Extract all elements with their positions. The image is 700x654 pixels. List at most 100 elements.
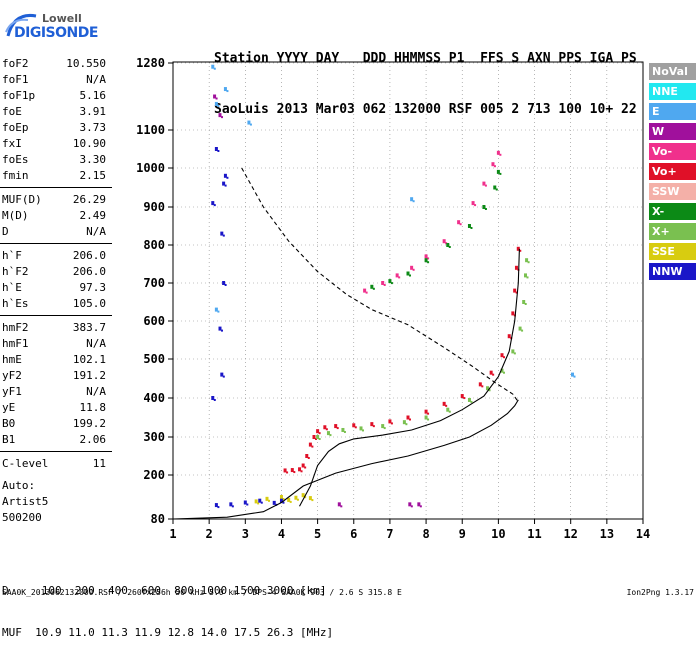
series-nnw-point: [231, 505, 234, 508]
series-x--point: [486, 386, 490, 391]
param-row: D N/A: [0, 224, 112, 240]
series-nnw-point: [222, 234, 225, 237]
series-e-point: [217, 104, 220, 107]
param-row: M(D) 2.49: [0, 208, 112, 224]
param-label: fmin: [2, 169, 29, 182]
series-nnw-point: [213, 204, 216, 207]
x-tick-label: 2: [206, 527, 213, 541]
series-profile-line: [172, 399, 519, 520]
series-x--point: [318, 438, 321, 440]
param-row: foEp 3.73: [0, 120, 112, 136]
series-x--point: [362, 429, 364, 432]
series-vo--point: [427, 412, 430, 415]
series-vo--point: [484, 184, 487, 187]
series-e-point: [211, 64, 215, 69]
series-vo--point: [363, 288, 367, 293]
param-row: foF2 10.550: [0, 56, 112, 72]
series-sse-point: [294, 495, 298, 500]
param-value: 97.3: [79, 281, 107, 294]
series-nnw-point: [218, 326, 222, 331]
series-vo--point: [515, 291, 518, 294]
param-value: N/A: [86, 337, 106, 350]
param-row: fmin 2.15: [0, 168, 112, 184]
series-vo--point: [412, 268, 415, 271]
series-vo--point: [301, 463, 305, 468]
series-x--point: [427, 418, 430, 421]
series-vo--point: [492, 373, 495, 376]
param-row: B1 2.06: [0, 432, 112, 448]
series-vo--point: [318, 432, 321, 435]
y-tick-label: 700: [143, 276, 165, 290]
x-tick-label: 7: [386, 527, 393, 541]
param-label: B1: [2, 433, 16, 446]
series-vo--point: [474, 204, 477, 207]
logo-text-lowell: Lowell: [42, 12, 82, 25]
series-x--point: [526, 276, 529, 279]
series-vo--point: [352, 423, 356, 428]
series-x--point: [446, 243, 450, 247]
param-value: 102.1: [72, 353, 106, 366]
param-label: foEs: [2, 153, 29, 166]
series-vo--point: [390, 422, 393, 425]
series-vo--point: [459, 223, 462, 226]
param-row: hmF2 383.7: [0, 320, 112, 336]
series-nnw-point: [226, 176, 229, 179]
series-vo--point: [323, 425, 327, 430]
param-label: h`F2: [2, 265, 29, 278]
series-vo--point: [493, 165, 496, 168]
series-nnw-point: [214, 503, 218, 508]
y-tick-label: 600: [143, 314, 165, 328]
polarization-legend: NoVal NNE E W Vo- Vo+ SSW X- X+ SSE NNW: [649, 63, 696, 283]
series-vo--point: [471, 201, 475, 206]
series-nnw-point: [222, 375, 225, 378]
series-x--point: [402, 420, 406, 425]
series-vo--point: [491, 162, 495, 167]
y-tick-label: 1100: [136, 123, 165, 137]
series-vo--point: [315, 438, 317, 440]
series-nnw-point: [222, 281, 226, 285]
muf-distance-row: D 100 200 400 600 800 1000 1500 3000 [km…: [2, 584, 327, 597]
series-sse-point: [308, 496, 312, 501]
series-x--point: [446, 407, 450, 412]
x-tick-label: 1: [169, 527, 176, 541]
param-value: N/A: [86, 225, 106, 238]
series-x--point: [343, 430, 346, 433]
series-e-point: [571, 372, 574, 377]
param-label: foF2: [2, 57, 29, 70]
param-row: MUF(D) 26.29: [0, 192, 112, 208]
series-nnw-point: [211, 396, 215, 400]
series-vo--point: [298, 467, 302, 472]
series-x--point: [499, 172, 502, 175]
series-w-point: [408, 502, 412, 507]
series-vo--point: [445, 404, 448, 407]
series-nnw-point: [279, 498, 283, 503]
series-e-point: [214, 101, 218, 106]
series-sse-point: [301, 493, 305, 498]
series-e-point: [247, 120, 251, 125]
series-nnw-point: [246, 503, 249, 506]
series-vo--point: [304, 466, 307, 469]
y-tick-label: 1280: [136, 56, 165, 70]
series-vo--point: [513, 288, 517, 293]
series-vo--point: [354, 426, 357, 429]
series-sse-point: [311, 499, 314, 502]
param-value: 3.30: [79, 153, 107, 166]
series-x--point: [467, 224, 471, 228]
param-label: MUF(D): [2, 193, 42, 206]
param-value: 206.0: [72, 265, 106, 278]
param-value: 3.91: [79, 105, 107, 118]
ionogram-chart: 1 2 3 4 5 6 7 8 9 10 11 12 13 14802003004005006007008…: [136, 56, 650, 541]
series-vo--point: [499, 153, 502, 156]
series-x--point: [470, 400, 473, 403]
x-tick-label: 5: [314, 527, 321, 541]
param-label: foF1p: [2, 89, 36, 102]
x-tick-label: 6: [350, 527, 357, 541]
series-x--point: [326, 431, 330, 436]
y-tick-label: 800: [143, 238, 165, 252]
series-nnw-point: [211, 201, 215, 206]
series-x--point: [482, 205, 486, 209]
series-nnw-point: [282, 501, 285, 504]
series-vo--point: [500, 353, 504, 358]
series-x--point: [405, 423, 408, 426]
series-e-point: [214, 307, 218, 312]
